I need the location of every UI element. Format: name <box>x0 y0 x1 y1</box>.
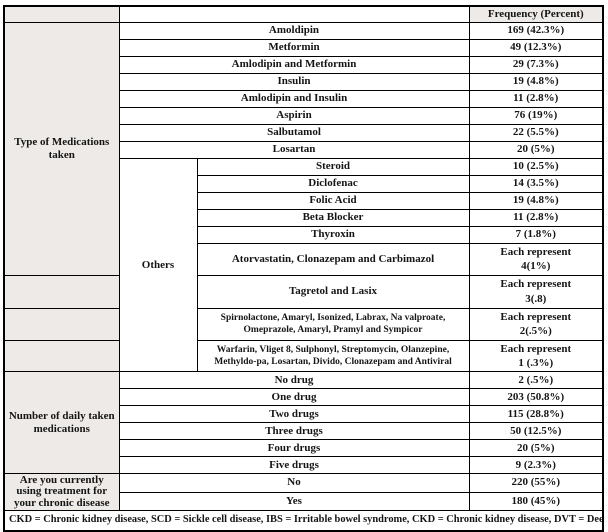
frequency-line-2: 4(1%) <box>521 260 551 273</box>
frequency-cell: 203 (50.8%) <box>468 388 604 407</box>
item-cell: Five drugs <box>118 456 470 475</box>
frequency-cell: 19 (4.8%) <box>468 72 604 91</box>
table-row: Aspirin 76 (19%) <box>4 106 604 125</box>
frequency-cell: 14 (3.5%) <box>468 174 604 193</box>
frequency-line-2: 2(.5%) <box>519 325 552 338</box>
frequency-line-1: Each represent <box>500 310 572 323</box>
frequency-cell: 169 (42.3%) <box>468 21 604 40</box>
frequency-cell: Each represent 1 (.3%) <box>468 339 604 373</box>
frequency-line-2: 3(.8) <box>525 292 547 305</box>
empty-category-cell <box>3 339 120 373</box>
frequency-cell: 76 (19%) <box>468 106 604 125</box>
section-label-daily-count: Number of daily taken medications <box>3 371 120 475</box>
item-cell: Aspirin <box>118 106 470 125</box>
frequency-cell: 11 (2.8%) <box>468 208 604 227</box>
frequency-header-cell: Frequency (Percent) <box>468 5 604 23</box>
table-row: Yes 180 (45%) <box>4 491 604 512</box>
frequency-cell: 220 (55%) <box>468 473 604 493</box>
item-cell: Yes <box>118 491 470 512</box>
item-cell: Spirnolactone, Amaryl, Isonized, Labrax,… <box>196 307 470 341</box>
item-cell: Insulin <box>118 72 470 91</box>
frequency-cell: 49 (12.3%) <box>468 38 604 57</box>
item-cell: Three drugs <box>118 422 470 441</box>
section-label-treatment: Are you currently using treatment for yo… <box>3 473 120 512</box>
footnote-cell: CKD = Chronic kidney disease, SCD = Sick… <box>3 510 604 532</box>
frequency-cell: 9 (2.3%) <box>468 456 604 475</box>
frequency-cell: 20 (5%) <box>468 140 604 159</box>
header-item-cell <box>118 5 470 23</box>
item-cell: One drug <box>118 388 470 407</box>
table-row: Atorvastatin, Clonazepam and Carbimazol … <box>4 242 604 276</box>
item-cell: No drug <box>118 371 470 390</box>
frequency-cell: 20 (5%) <box>468 439 604 458</box>
item-cell: Thyroxin <box>196 225 470 244</box>
item-cell: Amlodipin and Insulin <box>118 89 470 108</box>
frequency-line-2: 1 (.3%) <box>518 356 554 369</box>
table-row: Thyroxin 7 (1.8%) <box>4 225 604 244</box>
header-row: Frequency (Percent) <box>3 5 604 23</box>
table-row: Five drugs 9 (2.3%) <box>4 456 604 475</box>
table-row: Insulin 19 (4.8%) <box>4 72 604 91</box>
item-cell: Beta Blocker <box>196 208 470 227</box>
item-cell: Diclofenac <box>196 174 470 193</box>
item-cell: Amoldipin <box>118 21 470 40</box>
frequency-cell: 7 (1.8%) <box>468 225 604 244</box>
frequency-cell: 19 (4.8%) <box>468 191 604 210</box>
item-cell: Metformin <box>118 38 470 57</box>
frequency-cell: 11 (2.8%) <box>468 89 604 108</box>
frequency-line-1: Each represent <box>500 278 572 291</box>
item-cell: Amlodipin and Metformin <box>118 55 470 74</box>
item-cell: Warfarin, Vliget 8, Sulphonyl, Streptomy… <box>196 339 470 373</box>
table-row: Type of Medications taken Amoldipin 169 … <box>3 21 604 276</box>
frequency-line-1: Each represent <box>500 342 572 355</box>
item-cell: Atorvastatin, Clonazepam and Carbimazol <box>196 242 470 276</box>
frequency-cell: 50 (12.5%) <box>468 422 604 441</box>
table-row: Spirnolactone, Amaryl, Isonized, Labrax,… <box>3 307 604 341</box>
item-cell: Salbutamol <box>118 123 470 142</box>
table-row: Warfarin, Vliget 8, Sulphonyl, Streptomy… <box>3 339 604 373</box>
frequency-cell: Each represent 3(.8) <box>468 274 604 309</box>
others-label-cell: Others <box>118 157 198 373</box>
footnote-row: CKD = Chronic kidney disease, SCD = Sick… <box>3 510 604 532</box>
frequency-cell: 180 (45%) <box>468 491 604 512</box>
empty-category-cell <box>3 307 120 341</box>
item-cell: Folic Acid <box>196 191 470 210</box>
table-row: Are you currently using treatment for yo… <box>3 473 604 512</box>
item-cell: Tagretol and Lasix <box>196 274 470 309</box>
frequency-cell: 10 (2.5%) <box>468 157 604 176</box>
table-row: Folic Acid 19 (4.8%) <box>4 191 604 210</box>
table-row: Others Steroid 10 (2.5%) <box>4 157 604 373</box>
table-row: Tagretol and Lasix Each represent 3(.8) <box>3 274 604 309</box>
frequency-cell: Each represent 2(.5%) <box>468 307 604 341</box>
frequency-cell: 2 (.5%) <box>468 371 604 390</box>
table-row: Three drugs 50 (12.5%) <box>4 422 604 441</box>
header-category-cell <box>3 5 120 23</box>
table-row: Number of daily taken medications No dru… <box>3 371 604 475</box>
item-cell: No <box>118 473 470 493</box>
frequency-table-container: Frequency (Percent) Type of Medications … <box>3 5 604 532</box>
frequency-cell: 22 (5.5%) <box>468 123 604 142</box>
table-row: Diclofenac 14 (3.5%) <box>4 174 604 193</box>
empty-category-cell <box>3 274 120 309</box>
item-cell: Steroid <box>196 157 470 176</box>
frequency-cell: Each represent 4(1%) <box>468 242 604 276</box>
frequency-cell: 115 (28.8%) <box>468 405 604 424</box>
frequency-line-1: Each represent <box>500 245 572 258</box>
item-cell: Two drugs <box>118 405 470 424</box>
item-cell: Losartan <box>118 140 470 159</box>
item-cell: Four drugs <box>118 439 470 458</box>
section-label-medications: Type of Medications taken <box>3 21 120 276</box>
medication-frequency-table: Frequency (Percent) Type of Medications … <box>3 5 604 532</box>
frequency-cell: 29 (7.3%) <box>468 55 604 74</box>
